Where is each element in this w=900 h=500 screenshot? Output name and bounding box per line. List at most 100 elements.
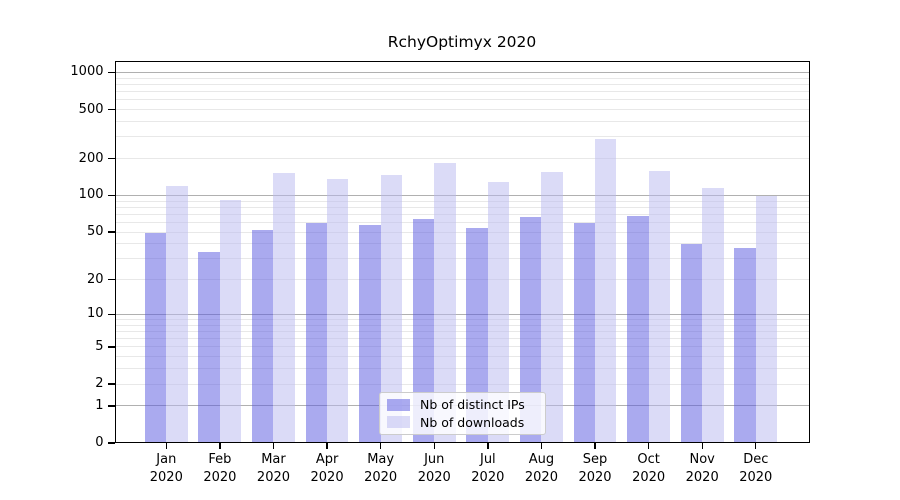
bar-downloads-sep [595,138,617,443]
bar-downloads-dec [755,196,778,443]
major-gridline [114,313,810,315]
y-tick-label: 0 [95,435,104,450]
x-tick [594,443,596,449]
minor-gridline [114,279,810,281]
x-tick-label-apr: Apr 2020 [310,452,344,485]
bar-distinct-ips-feb [198,252,220,443]
plot-area [114,61,810,443]
minor-gridline [114,368,810,370]
x-tick [487,443,489,449]
minor-gridline [114,319,810,320]
y-tick [108,108,115,111]
x-tick [379,443,382,449]
bar-downloads-mar [273,172,295,443]
x-tick [755,443,757,449]
legend-label-downloads: Nb of downloads [420,414,525,430]
bar-downloads-apr [327,179,349,443]
x-tick [540,443,543,449]
major-gridline [114,71,810,73]
x-tick-label-may: May 2020 [364,452,398,485]
minor-gridline [114,136,810,138]
minor-gridline [114,200,810,202]
legend-item-distinct-ips: Nb of distinct IPs [387,397,539,413]
y-tick [108,442,115,444]
minor-gridline [114,121,810,122]
bar-distinct-ips-aug [520,217,542,443]
x-tick [272,443,275,449]
bar-distinct-ips-jan [144,233,167,443]
y-tick-label: 200 [78,150,104,166]
bar-downloads-may [380,174,403,443]
y-tick-label: 10 [86,306,104,322]
legend-item-downloads: Nb of downloads [387,414,539,430]
bar-distinct-ips-jun [412,219,435,443]
bar-distinct-ips-nov [680,243,703,443]
y-tick-label: 20 [86,271,104,287]
minor-gridline [114,243,810,245]
legend-swatch-downloads [387,416,410,429]
x-tick-label-mar: Mar 2020 [256,452,291,485]
major-gridline [114,194,810,196]
y-tick [108,405,115,407]
x-tick [326,443,328,449]
bar-downloads-feb [219,200,242,443]
x-tick-label-sep: Sep 2020 [578,452,612,485]
minor-gridline [114,338,810,340]
minor-gridline [114,83,810,85]
minor-gridline [114,356,810,358]
minor-gridline [114,77,810,79]
legend-label-distinct-ips: Nb of distinct IPs [420,397,525,413]
minor-gridline [114,346,810,348]
x-tick-label-oct: Oct 2020 [632,452,666,485]
y-tick [108,194,115,197]
y-tick-label: 100 [78,187,104,203]
bar-distinct-ips-mar [252,230,274,443]
minor-gridline [114,206,810,208]
minor-gridline [114,222,810,223]
x-tick [433,443,435,449]
bar-distinct-ips-oct [627,215,649,443]
x-tick-label-jul: Jul 2020 [471,452,505,485]
minor-gridline [114,383,810,385]
x-tick-label-dec: Dec 2020 [739,452,773,485]
minor-gridline [114,213,810,215]
x-tick [219,443,221,449]
bar-downloads-aug [541,172,563,443]
legend-swatch-distinct-ips [387,398,410,411]
y-tick [108,157,115,160]
bar-downloads-oct [648,170,670,443]
legend: Nb of distinct IPs Nb of downloads [379,392,546,435]
minor-gridline [114,158,810,160]
x-tick-label-feb: Feb 2020 [203,452,237,485]
x-tick-label-jan: Jan 2020 [149,452,183,485]
y-tick-label: 500 [78,101,104,117]
y-tick [108,279,115,281]
minor-gridline [114,91,810,93]
y-tick-label: 5 [95,338,104,354]
x-tick-label-aug: Aug 2020 [524,452,558,485]
minor-gridline [114,109,810,111]
x-tick [165,443,167,449]
minor-gridline [114,231,810,233]
y-tick-label: 2 [95,376,104,392]
bar-downloads-jan [166,186,188,443]
bar-downloads-nov [702,187,724,443]
minor-gridline [114,324,810,326]
y-tick [108,346,115,348]
bar-distinct-ips-sep [573,223,595,443]
y-tick-label: 50 [86,224,104,240]
y-tick [108,383,115,385]
bar-downloads-jun [434,163,456,443]
bar-distinct-ips-dec [734,247,756,443]
x-tick [647,443,650,449]
bar-downloads-jul [487,182,510,443]
y-tick [108,231,115,233]
minor-gridline [114,330,810,332]
bar-distinct-ips-jul [466,228,488,443]
x-tick-label-nov: Nov 2020 [685,452,719,485]
y-tick [108,313,115,316]
bar-distinct-ips-apr [305,222,328,443]
y-tick-label: 1000 [70,64,104,80]
minor-gridline [114,258,810,260]
